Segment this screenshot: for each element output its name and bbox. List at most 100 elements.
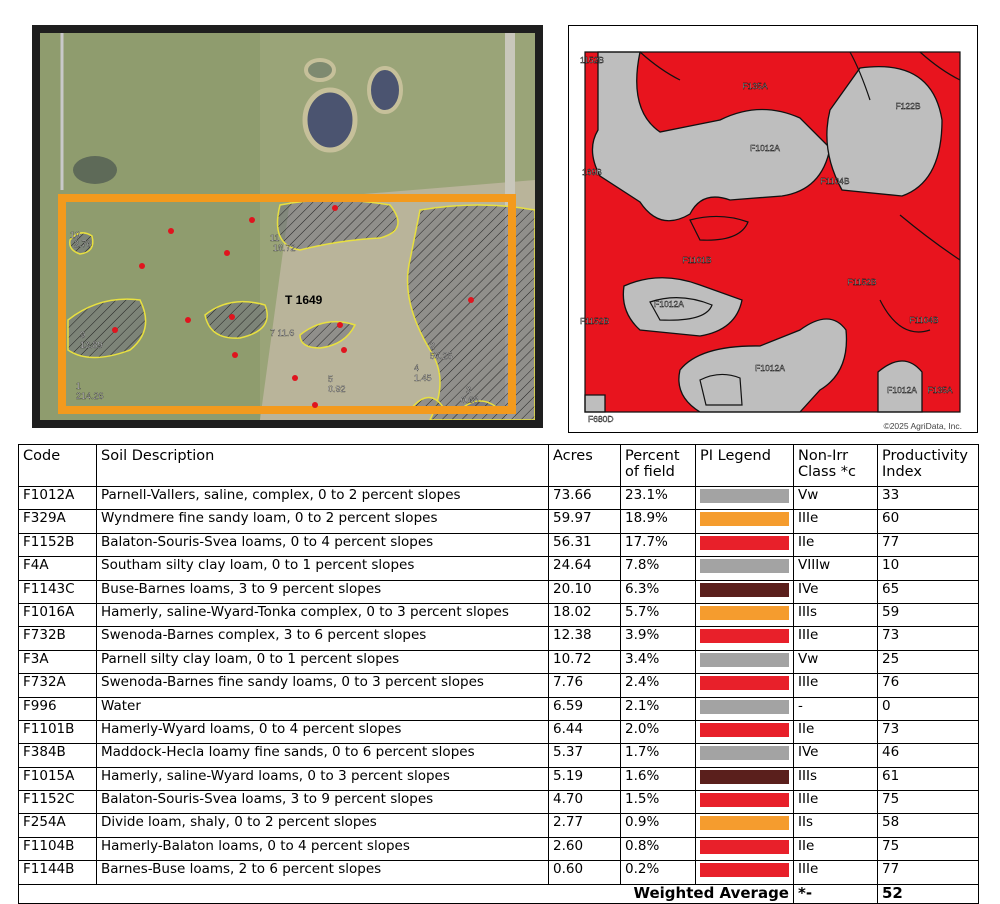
photo-label: 5 [328,374,333,384]
soil-label: F1012A [755,363,785,373]
cell-percent: 2.0% [620,719,696,745]
soil-label: F135A [742,81,767,91]
soil-row: F1104B Hamerly-Balaton loams, 0 to 4 perc… [18,836,979,862]
cell-pi: 65 [877,579,979,604]
pi-swatch [700,559,789,574]
column-header: Acres [548,444,621,487]
pi-legend-cell [695,509,794,534]
cell-acres: 73.66 [548,485,621,511]
cell-acres: 6.44 [548,719,621,745]
soil-row: F996 Water 6.59 2.1% -0 [18,696,979,721]
cell-percent: 1.5% [620,790,696,815]
pi-legend-cell [695,743,794,768]
cell-acres: 24.64 [548,556,621,581]
column-header: Code [18,444,97,487]
pi-swatch [700,629,789,644]
cell-pi: 33 [877,485,979,511]
soil-row: F1152C Balaton-Souris-Svea loams, 3 to 9 … [18,790,979,815]
pi-legend-cell [695,485,794,511]
soil-label: F1152B [580,316,609,326]
pi-legend-cell [695,766,794,792]
column-header: PI Legend [695,444,794,487]
cell-code: F1012A [18,485,97,511]
cell-percent: 2.4% [620,673,696,698]
soil-label: F1012A [750,143,780,153]
cell-class: IIIe [793,626,878,651]
pi-legend-cell [695,696,794,721]
column-header: Percent of field [620,444,696,487]
soil-label: F1012A [654,299,684,309]
pi-legend-cell [695,556,794,581]
pi-swatch [700,652,789,667]
cell-code: F1104B [18,836,97,862]
cell-acres: 7.76 [548,673,621,698]
cell-acres: 10.72 [548,649,621,675]
cell-percent: 1.6% [620,766,696,792]
photo-label: 10 [70,230,80,240]
cell-class: VIIIw [793,556,878,581]
cell-acres: 20.10 [548,579,621,604]
pi-swatch [700,605,789,620]
cell-class: IVe [793,579,878,604]
pi-legend-cell [695,532,794,558]
pi-legend-cell [695,579,794,604]
cell-class: IIIs [793,766,878,792]
cell-acres: 12.38 [548,626,621,651]
pi-swatch [700,793,789,808]
pi-legend-cell [695,673,794,698]
cell-description: Hamerly-Wyard loams, 0 to 4 percent slop… [96,719,549,745]
weighted-average-class: *- [793,883,878,904]
copyright: ©2025 AgriData, Inc. [883,421,962,431]
cell-description: Balaton-Souris-Svea loams, 3 to 9 percen… [96,790,549,815]
soil-label: F1101B [682,255,711,265]
pi-legend-cell [695,860,794,885]
cell-description: Swenoda-Barnes complex, 3 to 6 percent s… [96,626,549,651]
pi-swatch [700,722,789,737]
cell-acres: 2.60 [548,836,621,862]
cell-description: Maddock-Hecla loamy fine sands, 0 to 6 p… [96,743,549,768]
pi-swatch [700,839,789,854]
cell-class: IVe [793,743,878,768]
pi-swatch [700,512,789,527]
cell-acres: 59.97 [548,509,621,534]
photo-label: 11 [270,233,279,243]
weighted-average-row: Weighted Average *- 52 [18,883,979,904]
cell-pi: 46 [877,743,979,768]
photo-label: 2 [430,341,435,351]
pi-legend-cell [695,602,794,628]
soil-label: F122B [895,101,920,111]
cell-acres: 5.37 [548,743,621,768]
soil-row: F732B Swenoda-Barnes complex, 3 to 6 perc… [18,626,979,651]
cell-percent: 3.4% [620,649,696,675]
photo-label: 3 [466,385,471,395]
page: T 1649 10 2.76 11 18.72 9 13.89 7 11.6 1 214.26 5 0… [18,25,979,904]
soil-label: 1152B [580,55,604,65]
pi-legend-cell [695,719,794,745]
soil-row: F254A Divide loam, shaly, 0 to 2 percent … [18,813,979,838]
soil-label: F1104B [820,176,849,186]
cell-class: IIIe [793,790,878,815]
cell-acres: 56.31 [548,532,621,558]
cell-description: Hamerly, saline-Wyard-Tonka complex, 0 t… [96,602,549,628]
cell-class: IIe [793,532,878,558]
cell-description: Hamerly-Balaton loams, 0 to 4 percent sl… [96,836,549,862]
photo-label: 2.76 [74,239,92,249]
soil-row: F1143C Buse-Barnes loams, 3 to 9 percent … [18,579,979,604]
cell-pi: 60 [877,509,979,534]
photo-label: 0.92 [328,384,346,394]
pi-swatch [700,746,789,761]
pi-swatch [700,489,789,503]
cell-percent: 18.9% [620,509,696,534]
cell-description: Hamerly, saline-Wyard loams, 0 to 3 perc… [96,766,549,792]
cell-pi: 73 [877,626,979,651]
cell-description: Wyndmere fine sandy loam, 0 to 2 percent… [96,509,549,534]
soil-label: 169B [582,167,602,177]
soil-row: F329A Wyndmere fine sandy loam, 0 to 2 pe… [18,509,979,534]
cell-pi: 58 [877,813,979,838]
soil-table: Code Soil Description Acres Percent of fiel… [18,444,979,904]
pi-swatch [700,582,789,597]
pi-swatch [700,816,789,831]
photo-label: 13.89 [80,340,103,350]
soil-row: F1012A Parnell-Vallers, saline, complex, … [18,485,979,511]
